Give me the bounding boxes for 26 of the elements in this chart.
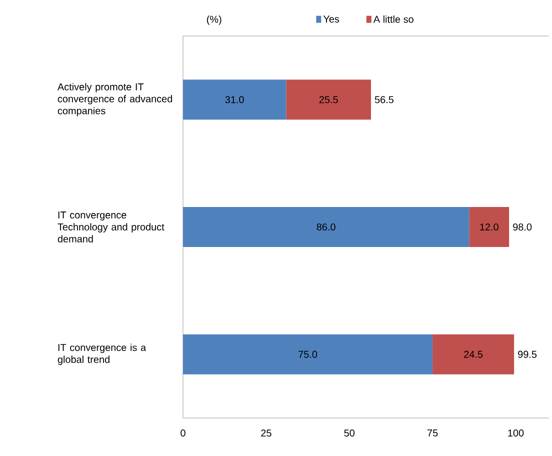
bar xyxy=(432,334,514,374)
bar xyxy=(469,206,510,247)
bar xyxy=(183,334,433,374)
data-label: 75.0 xyxy=(298,350,318,358)
total-label: 99.5 xyxy=(518,350,537,358)
x-tick-label: 75 xyxy=(428,430,438,436)
data-label: 24.5 xyxy=(464,350,483,358)
x-tick-label: 0 xyxy=(180,430,186,437)
bar xyxy=(183,80,286,120)
y-tick-label: IT convergence Technology and product demand xyxy=(58,212,164,242)
legend-label: Yes xyxy=(323,16,340,23)
y-tick-label: Actively promote IT convergence of advanced companies xyxy=(57,83,172,116)
legend-label: A little so xyxy=(373,15,414,23)
total-label: 98.0 xyxy=(513,223,532,231)
x-tick-label: 25 xyxy=(261,430,272,437)
data-label: 12.0 xyxy=(480,223,498,231)
data-label: 25.5 xyxy=(319,96,338,104)
x-tick-label: 50 xyxy=(344,430,355,437)
bar xyxy=(286,80,371,120)
data-label: 86.0 xyxy=(316,223,336,231)
total-label: 56.5 xyxy=(374,96,394,104)
bar xyxy=(183,206,470,247)
y-tick-label: IT convergence is a global trend xyxy=(58,344,146,365)
text: (%) xyxy=(206,16,222,25)
x-tick-label: 100 xyxy=(508,430,524,437)
data-label: 31.0 xyxy=(225,96,244,104)
